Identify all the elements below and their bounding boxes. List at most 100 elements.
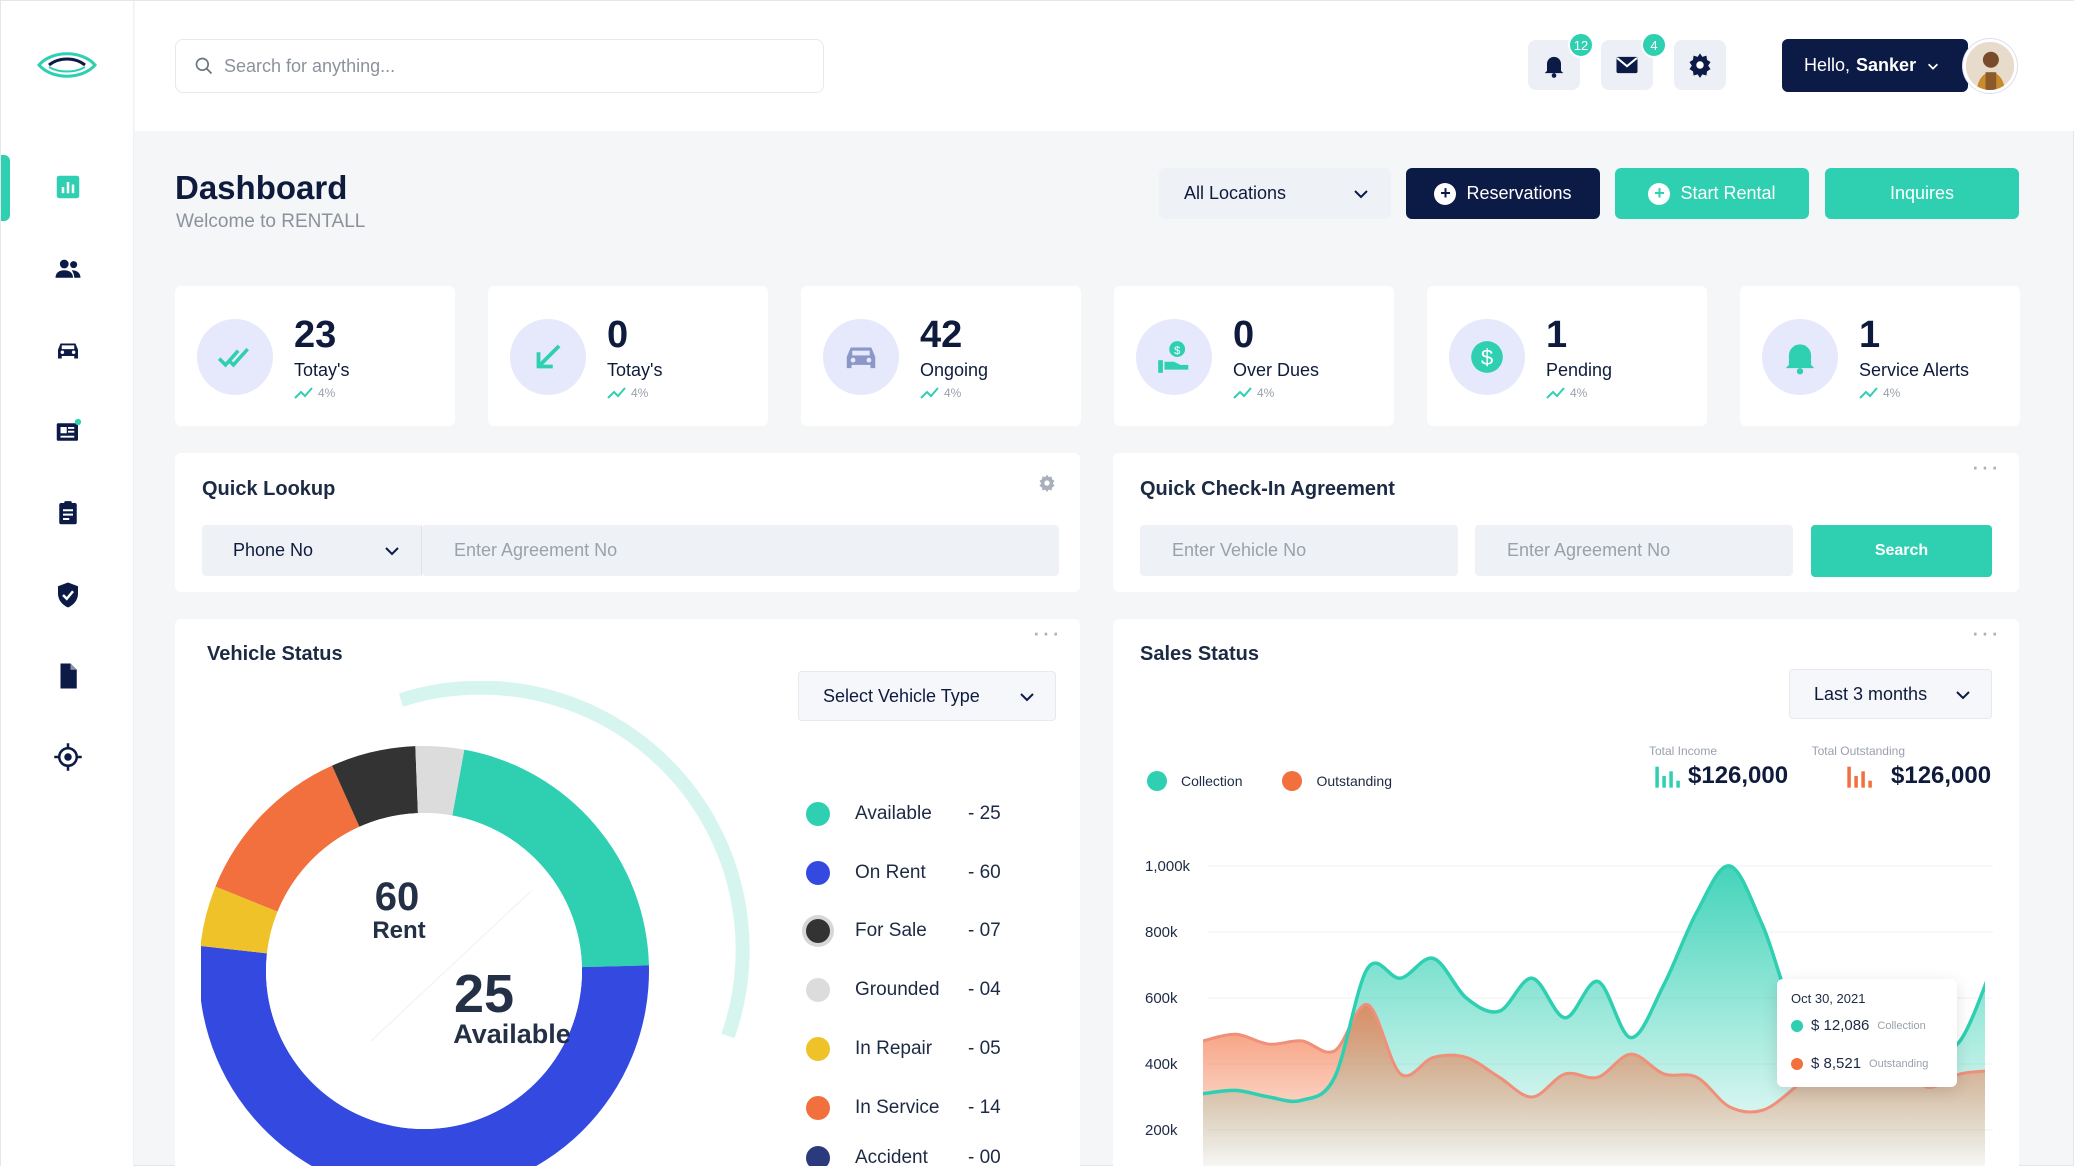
legend-dot bbox=[806, 919, 830, 943]
shield-check-icon bbox=[57, 582, 78, 608]
stat-icon-bg: $ bbox=[1136, 319, 1212, 395]
start-rental-label: Start Rental bbox=[1680, 183, 1776, 203]
avatar[interactable] bbox=[1963, 39, 2017, 93]
legend-value: - 60 bbox=[968, 862, 1001, 883]
legend-dot bbox=[1147, 771, 1167, 791]
tooltip-collection-value: $ 12,086 bbox=[1811, 1017, 1870, 1034]
chart-tooltip: Oct 30, 2021 $ 12,086 Collection $ 8,521… bbox=[1777, 979, 1957, 1087]
tooltip-date: Oct 30, 2021 bbox=[1791, 991, 1866, 1006]
stat-card[interactable]: 0 Totay's 4% bbox=[488, 286, 768, 426]
vehicle-type-value: Select Vehicle Type bbox=[823, 685, 980, 706]
stat-card[interactable]: $ 1 Pending 4% bbox=[1427, 286, 1707, 426]
bar-chart-icon bbox=[1655, 766, 1680, 788]
sidebar-item-customers[interactable] bbox=[1, 233, 134, 305]
lookup-agreement-input[interactable]: Enter Agreement No bbox=[422, 525, 1059, 576]
legend-value: - 25 bbox=[968, 803, 1001, 824]
stat-trend-value: 4% bbox=[1570, 386, 1588, 400]
stat-trend-value: 4% bbox=[1257, 386, 1275, 400]
sidebar-item-insurance[interactable] bbox=[1, 559, 134, 631]
stat-trend-value: 4% bbox=[944, 386, 962, 400]
stat-card[interactable]: 23 Totay's 4% bbox=[175, 286, 455, 426]
user-name: Sanker bbox=[1856, 55, 1917, 75]
location-select[interactable]: All Locations bbox=[1159, 168, 1391, 219]
donut-highlight-ring bbox=[398, 681, 750, 1039]
stat-icon-bg bbox=[823, 319, 899, 395]
legend-dot bbox=[806, 1096, 830, 1120]
sidebar-item-documents[interactable] bbox=[1, 640, 134, 712]
quick-checkin-panel: Quick Check-In Agreement ··· Enter Vehic… bbox=[1113, 453, 2019, 592]
legend-label: Grounded bbox=[855, 979, 940, 1000]
bell-icon bbox=[1544, 56, 1564, 78]
period-select-value: Last 3 months bbox=[1814, 683, 1928, 704]
vehicle-no-input[interactable]: Enter Vehicle No bbox=[1140, 525, 1458, 576]
legend-item: Available - 25 bbox=[806, 802, 1028, 826]
users-icon bbox=[55, 259, 80, 278]
lookup-type-select[interactable]: Phone No bbox=[202, 525, 422, 576]
legend-value: - 14 bbox=[968, 1097, 1001, 1118]
donut-rent-label: Rent bbox=[372, 917, 425, 944]
page-subtitle: Welcome to RENTALL bbox=[176, 211, 366, 232]
legend-item: Accident - 00 bbox=[806, 1146, 1028, 1166]
user-menu-button[interactable]: Hello, Sanker bbox=[1782, 39, 1968, 92]
chevron-down-icon bbox=[1020, 693, 1034, 702]
quick-checkin-title: Quick Check-In Agreement bbox=[1140, 478, 1395, 500]
gear-icon[interactable] bbox=[1037, 473, 1057, 493]
chevron-down-icon bbox=[1956, 691, 1970, 700]
legend-item: On Rent - 60 bbox=[806, 861, 1028, 885]
legend-label: Accident bbox=[855, 1147, 928, 1166]
agreement-no-input[interactable]: Enter Agreement No bbox=[1475, 525, 1793, 576]
stat-label: Totay's bbox=[294, 360, 350, 380]
more-options-icon[interactable]: ··· bbox=[1971, 451, 2000, 481]
y-tick-label: 800k bbox=[1145, 924, 1178, 941]
vehicle-type-select[interactable]: Select Vehicle Type bbox=[798, 671, 1056, 721]
donut-available-value: 25 bbox=[454, 964, 514, 1024]
stat-value: 0 bbox=[607, 314, 629, 356]
more-options-icon[interactable]: ··· bbox=[1971, 617, 2000, 647]
notifications-button[interactable]: 12 bbox=[1528, 32, 1594, 90]
stat-icon-bg: $ bbox=[1449, 319, 1525, 395]
stat-card[interactable]: 1 Service Alerts 4% bbox=[1740, 286, 2020, 426]
sidebar-item-agreements[interactable] bbox=[1, 477, 134, 549]
vehicle-status-title: Vehicle Status bbox=[207, 643, 343, 665]
stat-label: Ongoing bbox=[920, 360, 989, 380]
y-tick-label: 200k bbox=[1145, 1122, 1178, 1139]
chevron-down-icon bbox=[385, 547, 399, 556]
checkin-search-button[interactable]: Search bbox=[1811, 525, 1992, 577]
sidebar-item-tracking[interactable] bbox=[1, 721, 134, 793]
stat-card[interactable]: 42 Ongoing 4% bbox=[801, 286, 1081, 426]
trend-up-icon bbox=[1859, 387, 1878, 399]
period-select[interactable]: Last 3 months bbox=[1789, 669, 1992, 719]
total-income-value: $126,000 bbox=[1688, 762, 1789, 789]
legend-label: Available bbox=[855, 803, 932, 824]
reservations-label: Reservations bbox=[1466, 183, 1572, 203]
dollar-icon: $ bbox=[1471, 341, 1503, 373]
stat-label: Service Alerts bbox=[1859, 360, 1970, 380]
donut-slice-available bbox=[452, 749, 649, 968]
stat-trend-value: 4% bbox=[1883, 386, 1901, 400]
y-tick-label: 1,000k bbox=[1145, 858, 1191, 875]
trend-up-icon bbox=[1233, 387, 1252, 399]
stat-card[interactable]: $ 0 Over Dues 4% bbox=[1114, 286, 1394, 426]
total-outstanding-label: Total Outstanding bbox=[1811, 744, 1905, 758]
sidebar bbox=[1, 1, 134, 1166]
more-options-icon[interactable]: ··· bbox=[1032, 617, 1061, 647]
inquires-button[interactable]: Inquires bbox=[1825, 168, 2019, 219]
chart-icon bbox=[56, 175, 79, 199]
search-input[interactable] bbox=[224, 55, 784, 77]
settings-button[interactable] bbox=[1674, 40, 1726, 90]
donut-slice-in-repair bbox=[201, 886, 278, 954]
arrow-down-left-icon bbox=[536, 344, 561, 369]
legend-dot bbox=[806, 978, 830, 1002]
legend-dot bbox=[1791, 1019, 1803, 1032]
reservations-button[interactable]: + Reservations bbox=[1406, 168, 1600, 219]
stat-value: 0 bbox=[1233, 314, 1255, 356]
start-rental-button[interactable]: + Start Rental bbox=[1615, 168, 1809, 219]
sidebar-item-dashboard[interactable] bbox=[1, 151, 134, 223]
double-check-icon bbox=[217, 347, 249, 368]
sidebar-item-vehicles[interactable] bbox=[1, 315, 134, 387]
messages-button[interactable]: 4 bbox=[1601, 32, 1667, 90]
sidebar-item-reports[interactable] bbox=[1, 396, 134, 468]
tooltip-collection-row: $ 12,086 Collection bbox=[1791, 1017, 1926, 1034]
tooltip-outstanding-label: Outstanding bbox=[1869, 1057, 1929, 1070]
